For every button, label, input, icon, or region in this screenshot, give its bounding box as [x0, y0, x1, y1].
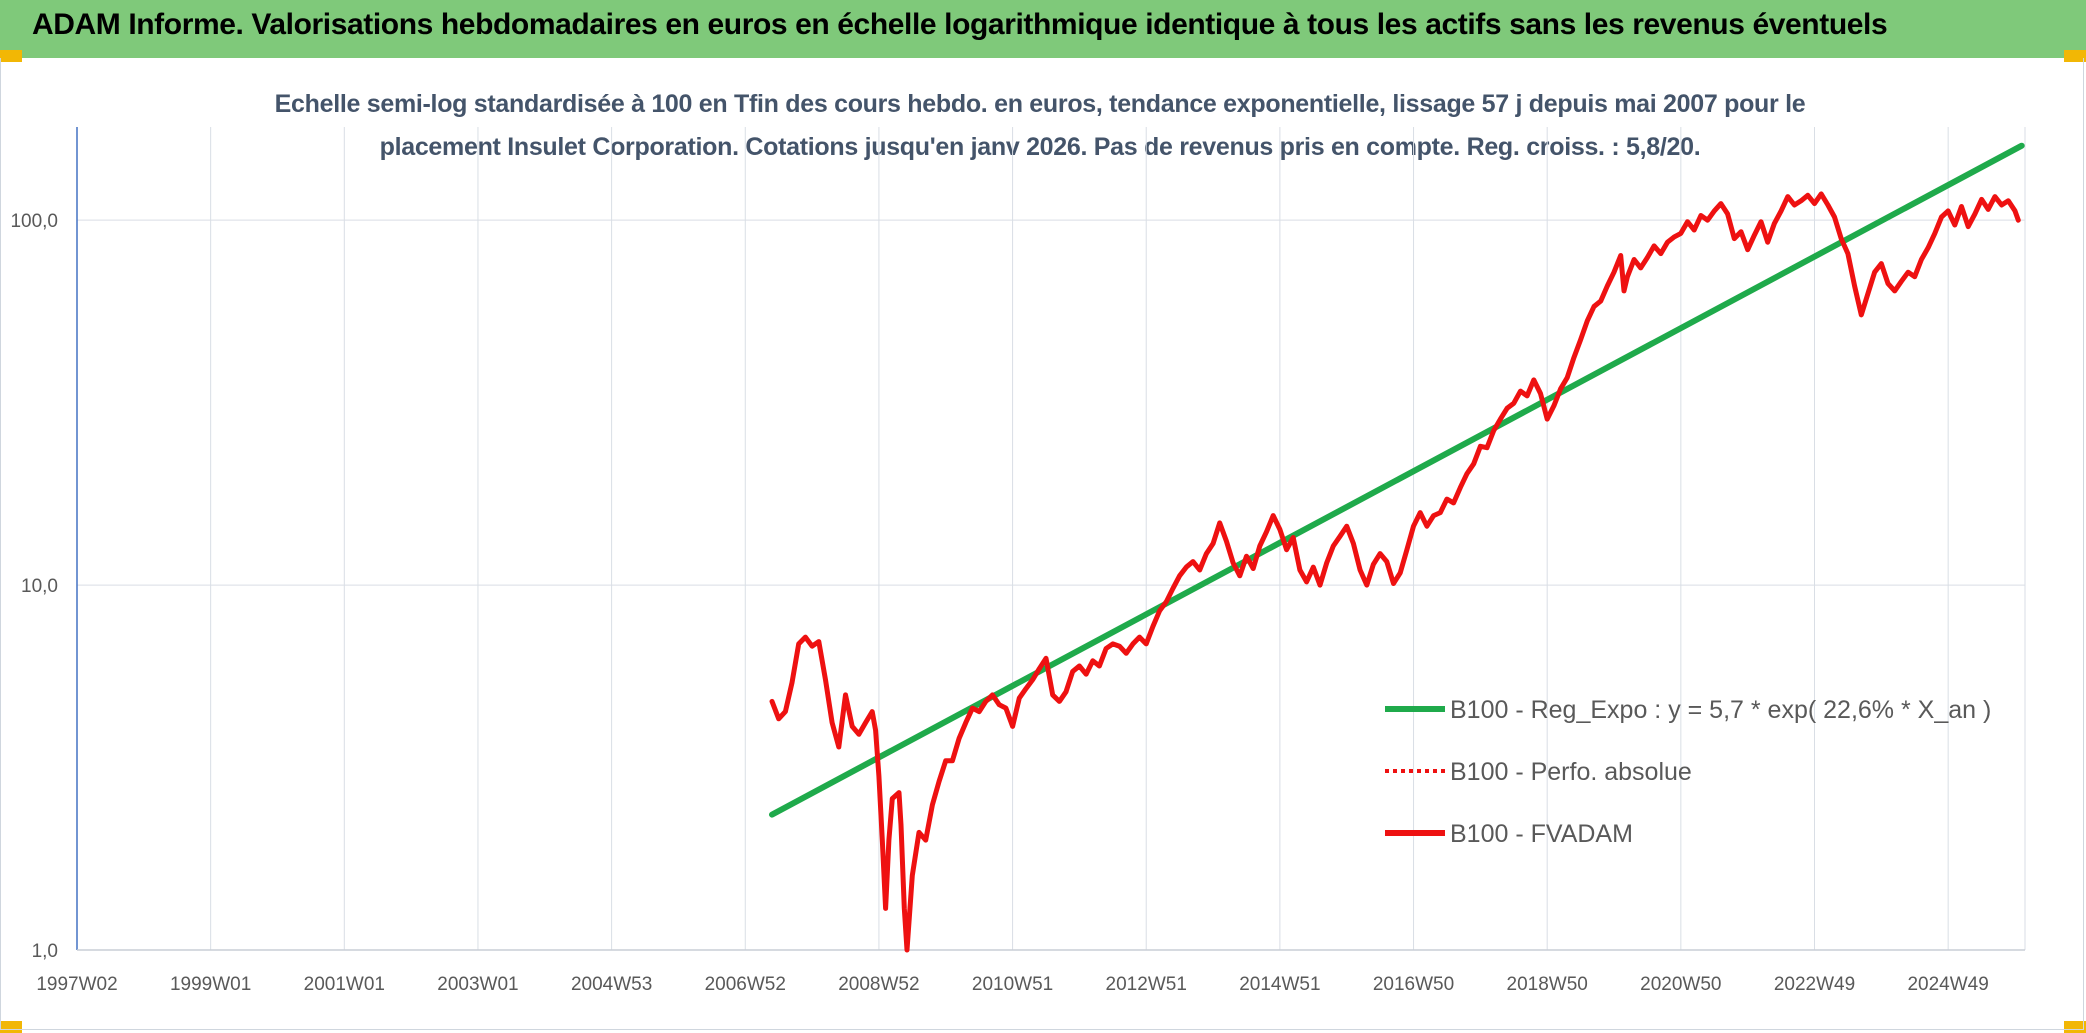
y-tick-label: 1,0 — [32, 941, 58, 962]
x-tick-label: 2024W49 — [1907, 974, 1988, 995]
x-tick-label: 1999W01 — [170, 974, 251, 995]
x-tick-label: 2001W01 — [304, 974, 385, 995]
x-tick-label: 2003W01 — [437, 974, 518, 995]
chart-frame — [0, 58, 2084, 1030]
x-tick-label: 2004W53 — [571, 974, 652, 995]
x-tick-label: 2016W50 — [1373, 974, 1454, 995]
legend-label: B100 - Perfo. absolue — [1450, 758, 1692, 786]
chart-subtitle-line-1: Echelle semi-log standardisée à 100 en T… — [274, 90, 1806, 118]
series-line-0 — [769, 142, 2025, 818]
corner-marker — [0, 50, 22, 62]
x-tick-label: 2006W52 — [705, 974, 786, 995]
series-line-2 — [769, 191, 2021, 953]
y-tick-label: 100,0 — [10, 211, 58, 232]
page-title: ADAM Informe. Valorisations hebdomadaire… — [32, 8, 1888, 41]
x-tick-label: 1997W02 — [36, 974, 117, 995]
x-tick-label: 2012W51 — [1106, 974, 1187, 995]
x-tick-label: 2020W50 — [1640, 974, 1721, 995]
corner-marker — [2064, 1021, 2086, 1033]
x-tick-label: 2018W50 — [1507, 974, 1588, 995]
legend-label: B100 - Reg_Expo : y = 5,7 * exp( 22,6% *… — [1450, 696, 1991, 724]
legend-label: B100 - FVADAM — [1450, 820, 1633, 848]
x-tick-label: 2010W51 — [972, 974, 1053, 995]
x-tick-label: 2008W52 — [838, 974, 919, 995]
chart-subtitle-line-2: placement Insulet Corporation. Cotations… — [379, 133, 1701, 161]
corner-marker — [0, 1021, 22, 1033]
y-tick-label: 10,0 — [21, 576, 58, 597]
x-tick-label: 2014W51 — [1239, 974, 1320, 995]
x-tick-label: 2022W49 — [1774, 974, 1855, 995]
header-banner: ADAM Informe. Valorisations hebdomadaire… — [0, 0, 2086, 58]
corner-marker — [2064, 50, 2086, 62]
